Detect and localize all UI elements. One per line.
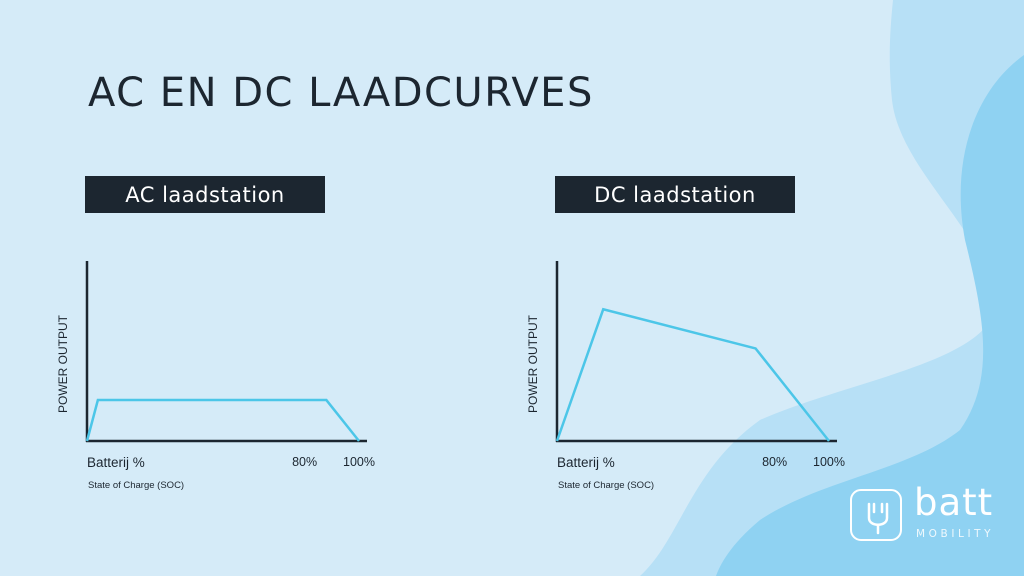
plug-icon-glyph xyxy=(852,491,904,543)
ac-y-axis-label: POWER OUTPUT xyxy=(56,314,70,413)
plug-icon xyxy=(850,489,902,541)
dc-curve-line xyxy=(557,309,829,441)
dc-panel-label: DC laadstation xyxy=(555,176,795,213)
ac-x-axis-label: Batterij % xyxy=(87,455,145,470)
dc-y-axis-label: POWER OUTPUT xyxy=(526,314,540,413)
ac-panel-label: AC laadstation xyxy=(85,176,325,213)
ac-tick-label-80: 80% xyxy=(292,455,317,469)
ac-x-axis-sublabel: State of Charge (SOC) xyxy=(88,480,184,491)
ac-curve-line xyxy=(87,400,359,441)
ac-chart: 80% 100% Batterij % State of Charge (SOC) PO… xyxy=(50,255,390,505)
logo-wordmark: batt xyxy=(914,481,993,524)
dc-x-axis-sublabel: State of Charge (SOC) xyxy=(558,480,654,491)
logo-subtitle: MOBILITY xyxy=(916,528,994,540)
dc-x-axis-label: Batterij % xyxy=(557,455,615,470)
dc-tick-label-100: 100% xyxy=(813,455,845,469)
page-title: AC EN DC LAADCURVES xyxy=(88,70,594,116)
batt-mobility-logo: batt MOBILITY xyxy=(850,489,1000,545)
ac-tick-label-100: 100% xyxy=(343,455,375,469)
dc-chart: 80% 100% Batterij % State of Charge (SOC) PO… xyxy=(520,255,860,505)
dc-tick-label-80: 80% xyxy=(762,455,787,469)
